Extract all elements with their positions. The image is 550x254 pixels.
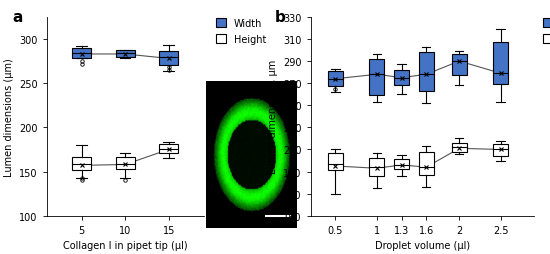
Bar <box>452 143 466 152</box>
Y-axis label: Lumen dimensions, μm: Lumen dimensions, μm <box>267 60 278 174</box>
Text: a: a <box>12 10 23 25</box>
Bar <box>72 157 91 170</box>
Bar <box>452 55 466 76</box>
Bar <box>394 71 409 86</box>
Bar <box>370 60 384 96</box>
X-axis label: Collagen I in pipet tip (μl): Collagen I in pipet tip (μl) <box>63 240 188 250</box>
Bar <box>370 159 384 176</box>
Bar <box>116 51 135 57</box>
Bar <box>159 52 178 65</box>
X-axis label: Droplet volume (μl): Droplet volume (μl) <box>375 240 470 250</box>
Bar <box>328 72 343 87</box>
Bar <box>328 153 343 171</box>
Bar <box>419 152 433 175</box>
Bar <box>72 49 91 58</box>
Bar <box>419 53 433 91</box>
Legend: Width, Height: Width, Height <box>216 19 266 44</box>
Bar <box>493 43 508 85</box>
Bar <box>394 160 409 170</box>
Bar <box>493 144 508 156</box>
Bar <box>159 145 178 153</box>
Y-axis label: Lumen dimensions (μm): Lumen dimensions (μm) <box>3 58 14 176</box>
Text: b: b <box>275 10 286 25</box>
Legend: Width, Height: Width, Height <box>543 19 550 44</box>
Bar <box>116 157 135 169</box>
